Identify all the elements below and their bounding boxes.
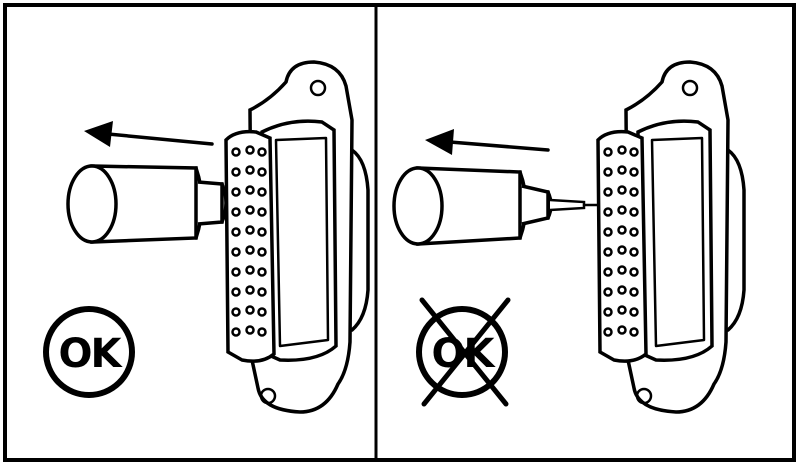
crossed-ok-badge: OK [416,297,511,407]
plug-body [392,166,602,246]
pull-direction-arrow [84,121,214,147]
ok-badge: OK [43,306,135,398]
ok-badge-label: OK [59,331,124,377]
panel-incorrect: OK [392,60,746,414]
pull-direction-arrow [425,129,550,155]
d-sub-connector [596,60,746,414]
cross-stroke [421,297,511,407]
connector-pins [603,145,639,337]
connector-pins [231,145,267,337]
d-sub-connector [224,60,370,414]
plug-body [66,164,228,244]
panel-correct: OK [43,60,370,414]
